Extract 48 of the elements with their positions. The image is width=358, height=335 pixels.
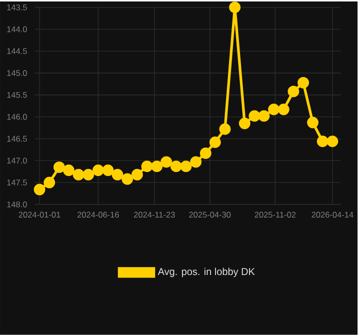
- point: [82, 168, 94, 180]
- point: [268, 104, 280, 116]
- point: [219, 123, 231, 135]
- x-tick-label: 2025-04-30: [189, 212, 231, 218]
- point: [278, 104, 290, 116]
- point: [326, 136, 338, 148]
- point: [53, 162, 65, 173]
- point: [209, 136, 221, 148]
- point: [72, 168, 84, 180]
- point: [298, 77, 310, 88]
- y-tick-label: 146.0: [7, 114, 27, 120]
- y-tick-label: 145.5: [7, 92, 27, 98]
- point: [141, 160, 153, 172]
- x-tick-label: 2024-06-16: [77, 212, 119, 218]
- point: [92, 164, 104, 176]
- point: [160, 156, 172, 168]
- point: [122, 173, 134, 185]
- point: [34, 184, 46, 196]
- legend-label: Avg. pos. in lobby DK: [158, 268, 255, 278]
- point: [112, 168, 124, 180]
- x-tick-label: 2025-11-02: [254, 212, 296, 218]
- point: [229, 2, 241, 14]
- y-tick-label: 144.0: [7, 26, 27, 32]
- point: [316, 136, 328, 148]
- point: [170, 160, 182, 172]
- point: [44, 176, 56, 188]
- y-tick-label: 143.5: [7, 4, 27, 10]
- point: [248, 110, 260, 122]
- point: [288, 86, 300, 98]
- y-tick-label: 146.5: [7, 136, 27, 142]
- point: [102, 164, 114, 176]
- y-tick-label: 147.0: [7, 158, 27, 164]
- point: [190, 156, 202, 168]
- y-tick-label: 148.0: [7, 202, 27, 208]
- point: [131, 168, 143, 180]
- point: [258, 110, 270, 122]
- point: [238, 118, 250, 130]
- point: [62, 164, 74, 176]
- x-tick-label: 2024-11-23: [134, 212, 175, 218]
- point: [200, 148, 212, 159]
- point: [180, 160, 192, 172]
- x-tick-label: 2026-04-14: [312, 212, 354, 218]
- point: [151, 160, 163, 172]
- y-tick-label: 144.5: [7, 48, 27, 54]
- point: [307, 116, 319, 128]
- y-tick-label: 147.5: [7, 180, 27, 186]
- y-tick-label: 145.0: [7, 70, 27, 76]
- x-tick-label: 2024-01-01: [18, 212, 60, 218]
